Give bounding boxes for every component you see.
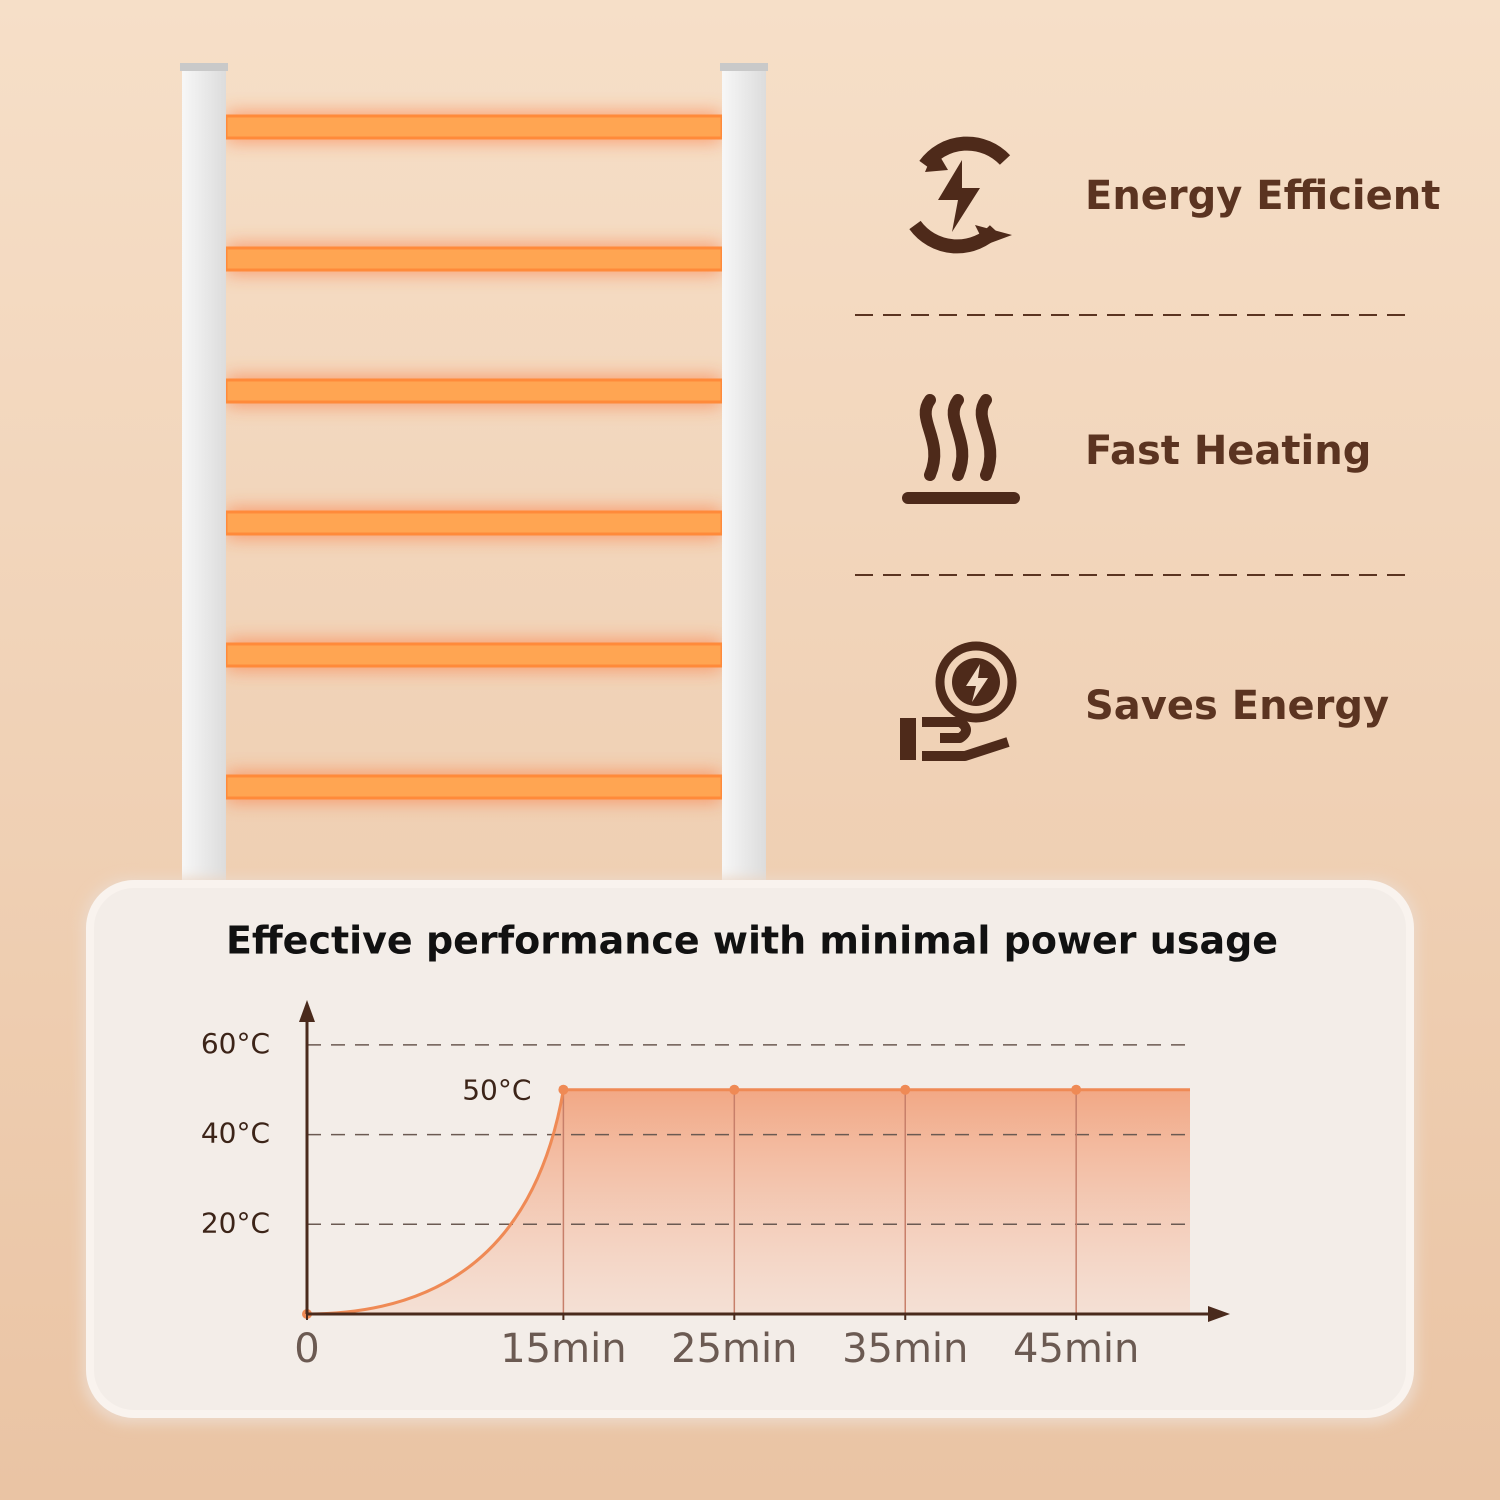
y-tick-label: 40°C [201,1117,270,1150]
heating-bar [224,246,724,272]
y-tick-label: 20°C [201,1206,270,1239]
heating-bar [224,378,724,404]
towel-rack [180,63,768,880]
x-tick-label: 35min [842,1326,968,1372]
x-tick-label: 15min [500,1326,626,1372]
y-arrow [299,1000,315,1022]
feature-label: Saves Energy [1085,683,1389,729]
feature-label: Energy Efficient [1085,173,1440,219]
feature-list: Energy Efficient Fast Heating Saves Ener… [855,136,1440,761]
heating-bar [224,774,724,800]
energy-icon [909,136,1012,254]
heating-bar [224,114,724,140]
heating-bar [224,510,724,536]
point [558,1084,569,1095]
y-tick-label: 60°C [201,1027,270,1060]
heat-icon [902,394,1020,504]
save-icon [900,641,1017,761]
x-arrow [1208,1306,1230,1322]
point [729,1084,740,1095]
annotation: 50°C [462,1074,531,1107]
point [900,1084,911,1095]
area [307,1089,1190,1314]
chart-title: Effective performance with minimal power… [226,919,1278,963]
x-tick-label: 45min [1013,1326,1139,1372]
feature-label: Fast Heating [1085,428,1371,474]
point [1071,1084,1082,1095]
heating-bar [224,642,724,668]
plot: 20°C 40°C 60°C 50°C 0 15min 25min 35min 45min [201,1000,1230,1372]
x-tick-label: 25min [671,1326,797,1372]
x-tick-label: 0 [294,1326,319,1372]
